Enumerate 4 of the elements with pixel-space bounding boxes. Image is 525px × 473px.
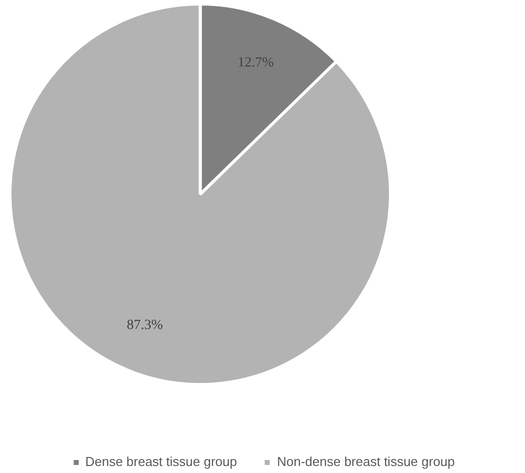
- data-label: 12.7%: [238, 55, 274, 70]
- legend-label: Dense breast tissue group: [85, 454, 237, 469]
- legend-label: Non-dense breast tissue group: [276, 454, 455, 469]
- data-label: 87.3%: [126, 318, 164, 334]
